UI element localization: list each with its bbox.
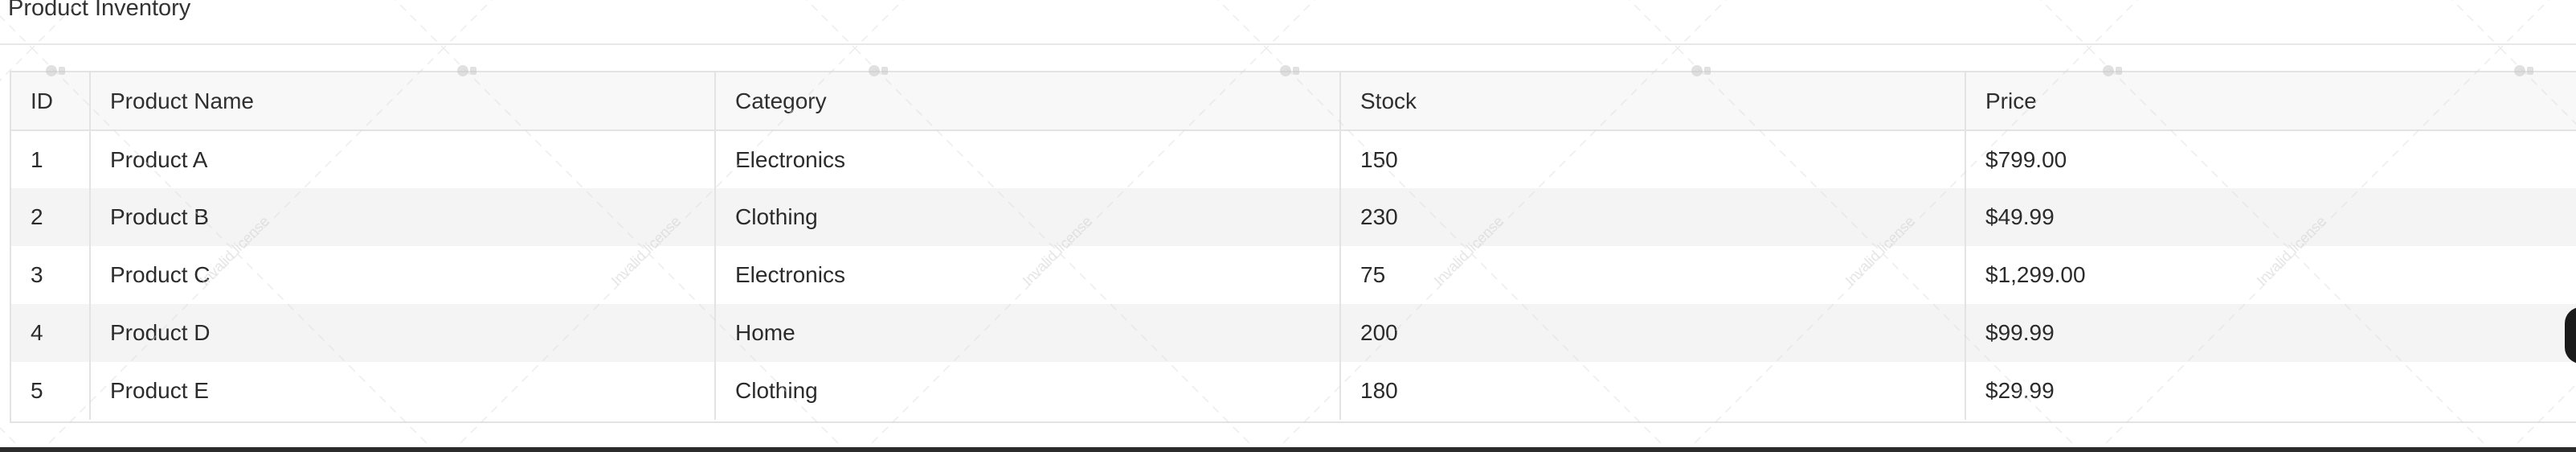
cell-category[interactable]: Electronics bbox=[715, 130, 1341, 188]
column-header-price[interactable]: Price bbox=[1965, 72, 2576, 131]
cell-category[interactable]: Home bbox=[715, 304, 1341, 362]
cell-id[interactable]: 2 bbox=[11, 188, 91, 246]
table-row[interactable]: 3 Product C Electronics 75 $1,299.00 bbox=[11, 246, 2576, 304]
bottom-divider bbox=[0, 447, 2576, 452]
table-row[interactable]: 5 Product E Clothing 180 $29.99 bbox=[11, 362, 2576, 420]
column-header-stock[interactable]: Stock bbox=[1340, 72, 1966, 131]
page-title: Product Inventory bbox=[8, 0, 191, 21]
cell-price[interactable]: $99.99 bbox=[1965, 304, 2576, 362]
inventory-grid: ID Product Name Category Stock Price 1 P… bbox=[10, 71, 2576, 423]
cell-price[interactable]: $49.99 bbox=[1965, 188, 2576, 246]
cell-product-name[interactable]: Product D bbox=[90, 304, 716, 362]
column-header-id[interactable]: ID bbox=[11, 72, 91, 131]
cell-id[interactable]: 4 bbox=[11, 304, 91, 362]
floating-handle[interactable] bbox=[2565, 307, 2576, 364]
cell-stock[interactable]: 200 bbox=[1340, 304, 1966, 362]
cell-stock[interactable]: 75 bbox=[1340, 246, 1966, 304]
title-divider bbox=[0, 43, 2576, 45]
cell-stock[interactable]: 150 bbox=[1340, 130, 1966, 188]
cell-product-name[interactable]: Product C bbox=[90, 246, 716, 304]
table-row[interactable]: 4 Product D Home 200 $99.99 bbox=[11, 304, 2576, 362]
cell-id[interactable]: 1 bbox=[11, 130, 91, 188]
cell-stock[interactable]: 180 bbox=[1340, 362, 1966, 420]
cell-price[interactable]: $29.99 bbox=[1965, 362, 2576, 420]
cell-category[interactable]: Clothing bbox=[715, 188, 1341, 246]
cell-product-name[interactable]: Product E bbox=[90, 362, 716, 420]
inventory-table: ID Product Name Category Stock Price 1 P… bbox=[11, 72, 2576, 420]
cell-id[interactable]: 5 bbox=[11, 362, 91, 420]
table-row[interactable]: 2 Product B Clothing 230 $49.99 bbox=[11, 188, 2576, 246]
header-row: ID Product Name Category Stock Price bbox=[11, 72, 2576, 131]
cell-price[interactable]: $799.00 bbox=[1965, 130, 2576, 188]
cell-product-name[interactable]: Product A bbox=[90, 130, 716, 188]
cell-id[interactable]: 3 bbox=[11, 246, 91, 304]
cell-category[interactable]: Clothing bbox=[715, 362, 1341, 420]
cell-stock[interactable]: 230 bbox=[1340, 188, 1966, 246]
column-header-product-name[interactable]: Product Name bbox=[90, 72, 716, 131]
cell-price[interactable]: $1,299.00 bbox=[1965, 246, 2576, 304]
table-row[interactable]: 1 Product A Electronics 150 $799.00 bbox=[11, 130, 2576, 188]
column-header-category[interactable]: Category bbox=[715, 72, 1341, 131]
cell-product-name[interactable]: Product B bbox=[90, 188, 716, 246]
cell-category[interactable]: Electronics bbox=[715, 246, 1341, 304]
